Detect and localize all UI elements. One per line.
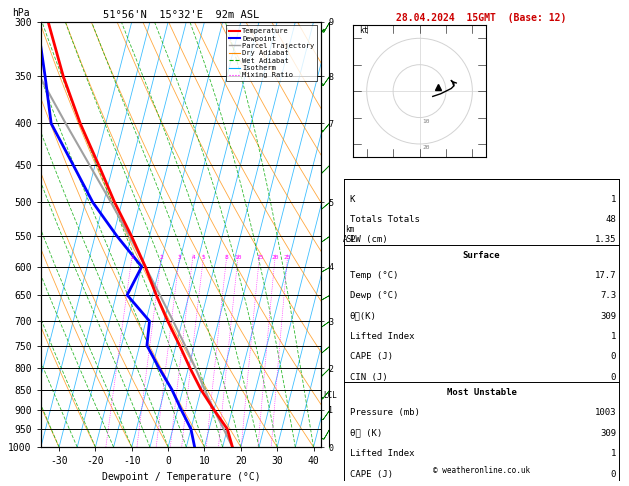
Text: Lifted Index: Lifted Index (350, 449, 415, 458)
Text: Surface: Surface (463, 251, 500, 260)
Text: 17.7: 17.7 (594, 271, 616, 280)
Legend: Temperature, Dewpoint, Parcel Trajectory, Dry Adiabat, Wet Adiabat, Isotherm, Mi: Temperature, Dewpoint, Parcel Trajectory… (226, 25, 317, 81)
Text: 3: 3 (178, 255, 182, 260)
Text: 10: 10 (235, 255, 242, 260)
Text: Dewp (°C): Dewp (°C) (350, 292, 398, 300)
Text: 20: 20 (272, 255, 279, 260)
Title: 51°56'N  15°32'E  92m ASL: 51°56'N 15°32'E 92m ASL (103, 10, 259, 20)
Text: © weatheronline.co.uk: © weatheronline.co.uk (433, 467, 530, 475)
Text: LCL: LCL (323, 391, 338, 400)
Text: 0: 0 (611, 352, 616, 362)
Text: 0: 0 (611, 469, 616, 479)
Text: 1: 1 (130, 255, 134, 260)
Text: 8: 8 (225, 255, 229, 260)
Text: 5: 5 (202, 255, 206, 260)
Text: CAPE (J): CAPE (J) (350, 352, 393, 362)
Text: 4: 4 (191, 255, 195, 260)
Text: 1003: 1003 (594, 408, 616, 417)
Text: 1: 1 (611, 449, 616, 458)
Text: 0: 0 (611, 373, 616, 382)
Text: Most Unstable: Most Unstable (447, 388, 516, 397)
X-axis label: Dewpoint / Temperature (°C): Dewpoint / Temperature (°C) (101, 472, 260, 482)
Text: 15: 15 (256, 255, 264, 260)
Text: CIN (J): CIN (J) (350, 373, 387, 382)
Text: 7.3: 7.3 (600, 292, 616, 300)
Y-axis label: hPa: hPa (13, 8, 30, 17)
Text: θᴇ (K): θᴇ (K) (350, 429, 382, 438)
Text: CAPE (J): CAPE (J) (350, 469, 393, 479)
Text: 1: 1 (611, 195, 616, 204)
Text: 309: 309 (600, 312, 616, 321)
Text: Pressure (mb): Pressure (mb) (350, 408, 420, 417)
Text: 20: 20 (422, 145, 430, 150)
Text: 48: 48 (605, 215, 616, 224)
Text: 309: 309 (600, 429, 616, 438)
Text: PW (cm): PW (cm) (350, 235, 387, 244)
Text: Temp (°C): Temp (°C) (350, 271, 398, 280)
Text: 1: 1 (611, 332, 616, 341)
Text: K: K (350, 195, 355, 204)
Text: 25: 25 (284, 255, 291, 260)
Y-axis label: km
ASL: km ASL (343, 225, 357, 244)
Text: Totals Totals: Totals Totals (350, 215, 420, 224)
Text: 1.35: 1.35 (594, 235, 616, 244)
Text: θᴇ(K): θᴇ(K) (350, 312, 377, 321)
Text: 28.04.2024  15GMT  (Base: 12): 28.04.2024 15GMT (Base: 12) (396, 14, 567, 23)
Text: 10: 10 (422, 119, 430, 124)
Text: kt: kt (359, 26, 368, 35)
Text: 2: 2 (160, 255, 164, 260)
Text: Lifted Index: Lifted Index (350, 332, 415, 341)
